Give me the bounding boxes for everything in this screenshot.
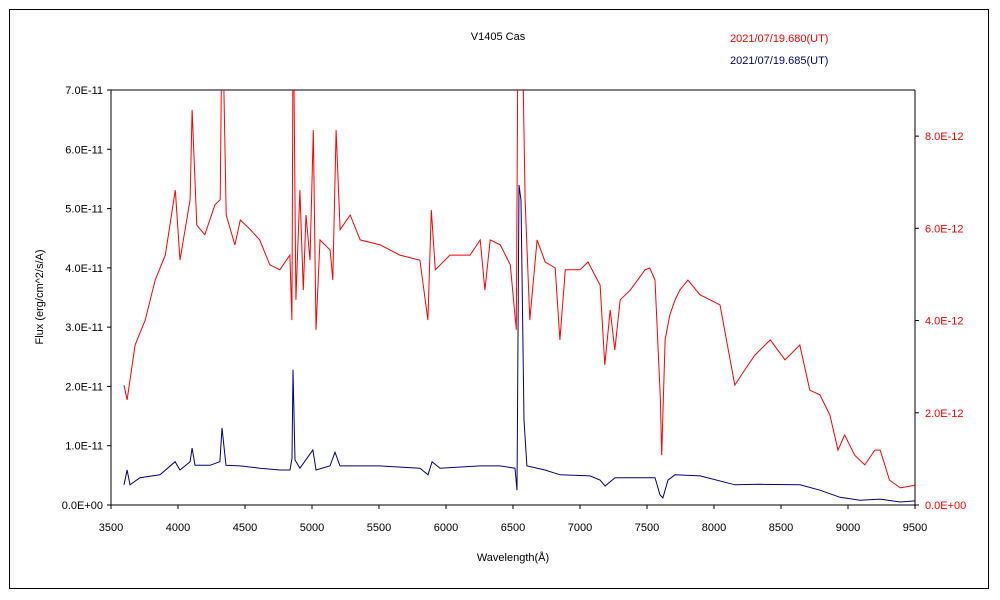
- x-tick-label: 8500: [769, 522, 793, 534]
- x-tick-label: 9500: [903, 522, 927, 534]
- y-left-tick-label: 1.0E-11: [65, 441, 103, 453]
- x-tick-label: 8000: [702, 522, 726, 534]
- series-line-1: [123, 184, 915, 503]
- x-tick-label: 4000: [166, 522, 190, 534]
- y-right-tick-label: 6.0E-12: [925, 223, 964, 235]
- y-left-tick-label: 5.0E-11: [65, 204, 103, 216]
- chart-frame: [9, 9, 989, 589]
- legend-blue: 2021/07/19.685(UT): [730, 55, 828, 67]
- chart-title: V1405 Cas: [471, 31, 526, 43]
- series-line-0: [123, 90, 915, 489]
- x-tick-label: 5000: [300, 522, 324, 534]
- legend-red: 2021/07/19.680(UT): [730, 33, 828, 45]
- y-left-tick-label: 0.0E+00: [62, 500, 103, 512]
- x-tick-label: 3500: [99, 522, 123, 534]
- x-tick-label: 5500: [367, 522, 391, 534]
- x-tick-label: 6000: [434, 522, 458, 534]
- y-right-tick-label: 2.0E-12: [925, 408, 964, 420]
- y-axis-label: Flux (erg/cm^2/s/A): [34, 249, 46, 344]
- y-left-tick-label: 3.0E-11: [65, 322, 103, 334]
- y-left-tick-label: 2.0E-11: [65, 381, 103, 393]
- x-tick-label: 6500: [501, 522, 525, 534]
- y-left-tick-label: 7.0E-11: [65, 85, 103, 97]
- y-right-tick-label: 0.0E+00: [925, 500, 966, 512]
- y-right-tick-label: 4.0E-12: [925, 316, 964, 328]
- x-tick-label: 7000: [568, 522, 592, 534]
- x-axis-label: Wavelength(Å): [477, 551, 549, 564]
- y-left-tick-label: 6.0E-11: [65, 144, 103, 156]
- y-right-tick-label: 8.0E-12: [925, 131, 964, 143]
- x-tick-label: 4500: [233, 522, 257, 534]
- x-tick-label: 9000: [836, 522, 860, 534]
- x-tick-label: 7500: [635, 522, 659, 534]
- y-left-tick-label: 4.0E-11: [65, 263, 103, 275]
